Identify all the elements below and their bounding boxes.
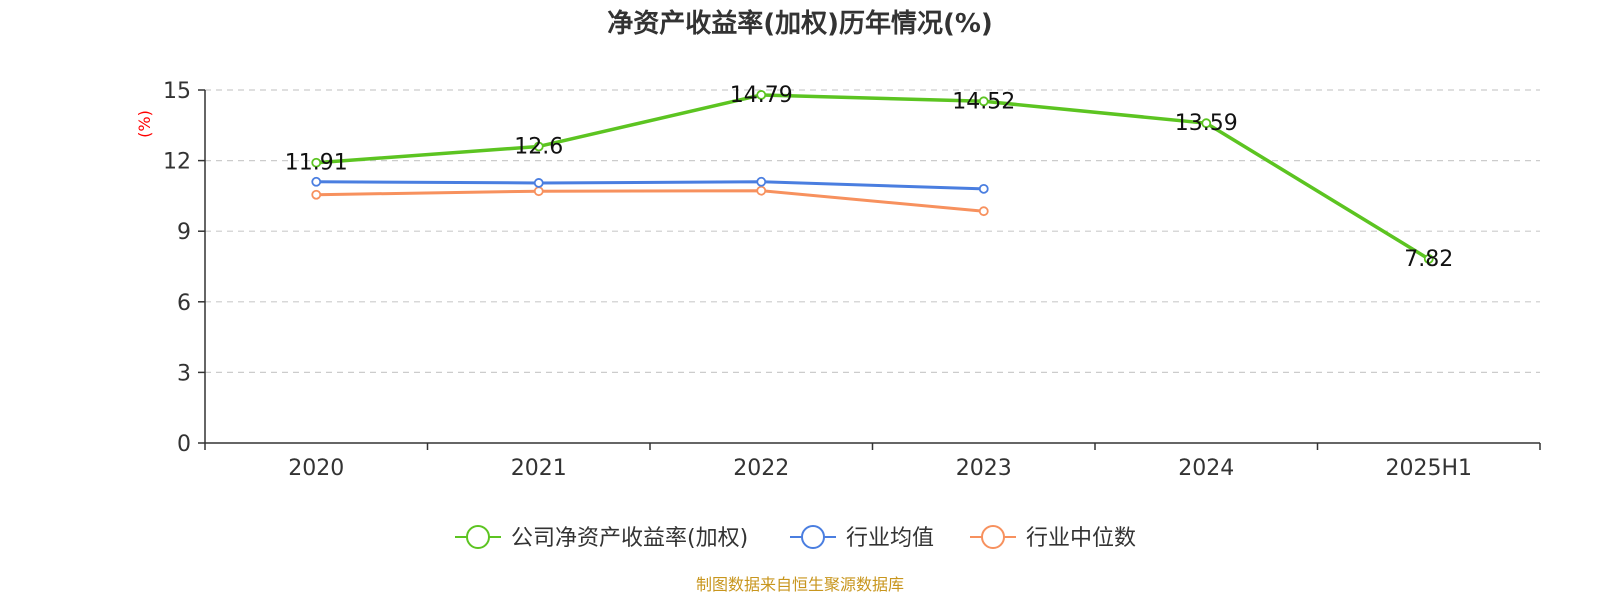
data-labels: 11.91 12.6 14.79 14.52 13.59 7.82 [285,83,1453,272]
legend: 公司净资产收益率(加权) 行业均值 行业中位数 [455,525,1136,551]
y-tick-label: 6 [177,291,191,316]
x-tick-label: 2023 [956,456,1012,481]
y-tick-label: 15 [163,79,191,104]
data-label: 14.52 [952,89,1015,114]
legend-label-0: 公司净资产收益率(加权) [511,526,748,551]
x-tick-label: 2020 [288,456,344,481]
data-point-2 [311,189,322,200]
y-axis-label: (%) [135,110,154,138]
data-point-0 [1201,118,1212,129]
legend-marker-0 [466,525,490,549]
data-label: 12.6 [514,134,563,159]
data-point-1 [978,183,989,194]
y-tick-label: 9 [177,220,191,245]
legend-label-2: 行业中位数 [1026,526,1136,551]
series-line-1 [316,180,984,191]
data-point-1 [756,176,767,187]
chart-title: 净资产收益率(加权)历年情况(%) [607,8,993,39]
source-note: 制图数据来自恒生聚源数据库 [696,575,904,594]
data-label: 11.91 [285,151,348,176]
x-tick-label: 2022 [733,456,789,481]
y-tick-label: 12 [163,150,191,175]
data-point-1 [533,178,544,188]
data-point-0 [311,157,322,168]
data-point-2 [756,185,767,196]
series-line-0 [316,93,1430,261]
y-tick-label: 3 [177,361,191,386]
y-tick-label: 0 [177,432,191,457]
grid-lines [205,89,1540,373]
legend-label-1: 行业均值 [846,526,934,551]
x-tick-label: 2024 [1178,456,1234,481]
legend-marker-1 [801,525,825,549]
x-tick-label: 2021 [511,456,567,481]
series-line-2 [316,189,984,213]
legend-marker-2 [981,525,1005,549]
data-point-0 [756,90,767,100]
data-point-0 [1423,254,1434,264]
data-point-2 [978,206,989,217]
data-point-0 [978,96,989,107]
data-label: 13.59 [1175,111,1238,136]
data-point-1 [311,176,322,187]
data-label: 14.79 [730,83,793,108]
data-point-2 [533,186,544,197]
data-label: 7.82 [1404,247,1453,272]
data-point-0 [533,141,544,152]
axes: 0 3 6 9 12 15 2020 2021 2022 2023 2024 2025H1 [163,79,1541,481]
x-tick-label: 2025H1 [1385,456,1472,481]
series-lines [311,90,1434,264]
